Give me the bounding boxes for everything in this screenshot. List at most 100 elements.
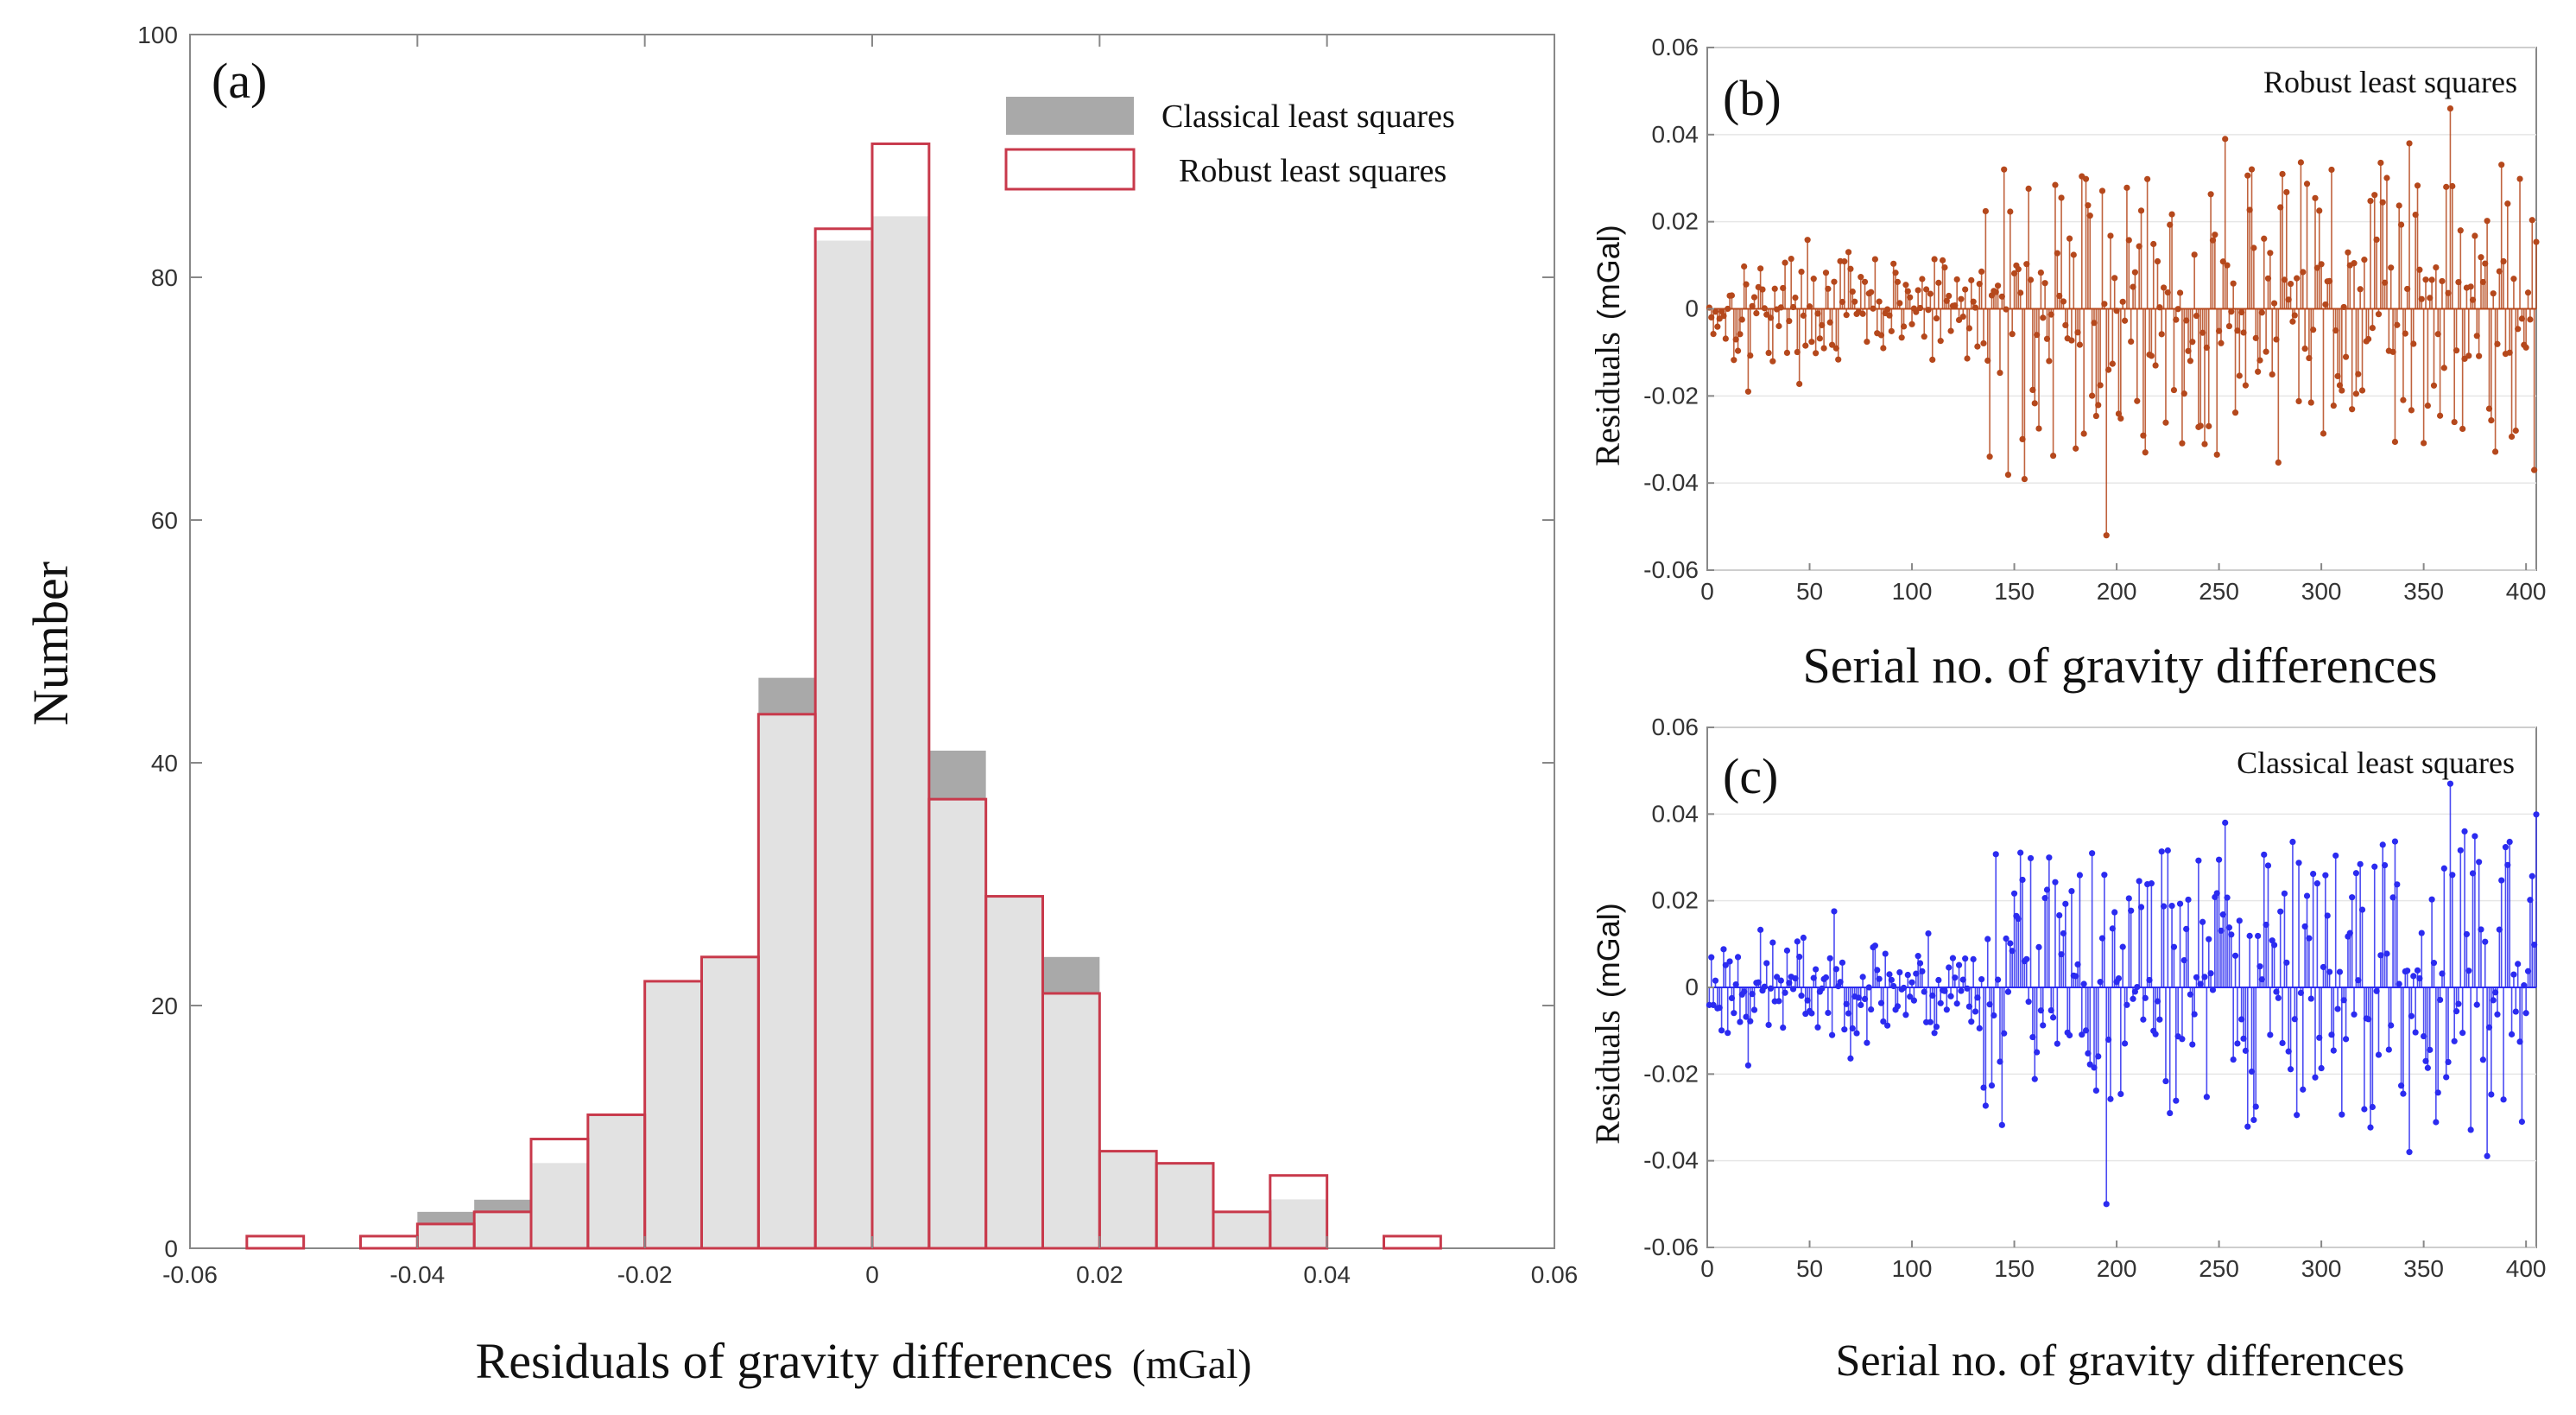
stem-marker xyxy=(1959,313,1966,320)
stem-marker xyxy=(1952,974,1959,981)
stem-marker xyxy=(2041,280,2048,287)
stem-marker xyxy=(2164,847,2171,854)
stem-marker xyxy=(2231,409,2239,416)
stem-marker xyxy=(2506,838,2513,846)
stem-marker xyxy=(2351,1011,2358,1018)
stem-marker xyxy=(2231,952,2239,959)
stem-marker xyxy=(2168,902,2175,910)
stem-marker xyxy=(2092,412,2099,420)
stem-marker xyxy=(2312,1074,2319,1081)
stem-marker xyxy=(2136,878,2142,885)
stem-marker xyxy=(2080,980,2087,987)
stem-marker xyxy=(2092,1087,2099,1095)
stem-marker xyxy=(1718,1027,1725,1034)
stem-marker xyxy=(2117,1090,2124,1098)
legend-label-classical: Classical least squares xyxy=(1161,98,1455,135)
stem-marker xyxy=(2107,1095,2114,1102)
stem-marker xyxy=(1970,298,1977,305)
y-tick-label: 0 xyxy=(1685,974,1699,1000)
stem-marker xyxy=(2191,251,2198,258)
y-tick-label: 0 xyxy=(164,1235,178,1262)
stem-marker xyxy=(1949,955,1957,961)
stem-marker xyxy=(1783,947,1791,954)
stem-marker xyxy=(1849,288,1856,295)
stem-marker xyxy=(2371,192,2378,199)
stem-marker xyxy=(2316,207,2323,214)
stem-marker xyxy=(2459,1030,2466,1037)
stem-marker xyxy=(1769,939,1776,946)
y-tick-label: 100 xyxy=(137,22,178,48)
stem-marker xyxy=(1786,318,1793,325)
stem-marker xyxy=(1725,1030,1731,1037)
overlap-bar xyxy=(1042,993,1100,1248)
stem-marker xyxy=(1943,1006,1950,1013)
robust-bar xyxy=(1269,1174,1329,1250)
stem-marker xyxy=(2418,930,2425,936)
stem-marker xyxy=(1919,968,1926,975)
stem-marker xyxy=(2289,838,2296,846)
stem-marker xyxy=(2279,1039,2286,1047)
stem-marker xyxy=(2201,974,2208,980)
stem-marker xyxy=(2322,872,2329,879)
stem-marker xyxy=(2283,188,2290,196)
stem-marker xyxy=(1796,953,1803,961)
stem-marker xyxy=(1731,1010,1737,1017)
stem-marker xyxy=(2451,418,2458,426)
stem-marker xyxy=(2515,326,2522,333)
y-tick-label: 0.02 xyxy=(1652,887,1699,914)
overlap-bar xyxy=(1213,1211,1270,1248)
stem-marker xyxy=(2062,900,2069,907)
stem-marker xyxy=(2267,250,2274,257)
x-tick-label: -0.04 xyxy=(389,1261,445,1288)
stem-marker xyxy=(2424,402,2431,409)
stem-marker xyxy=(2295,397,2302,405)
legend-swatch-classical xyxy=(1006,97,1134,135)
stem-marker xyxy=(2326,968,2333,975)
stem-marker xyxy=(1921,333,1927,340)
stem-marker xyxy=(2060,298,2067,305)
stem-marker xyxy=(1880,345,1887,352)
stem-marker xyxy=(2430,960,2438,967)
y-tick-label: -0.02 xyxy=(1643,1060,1699,1087)
stem-marker xyxy=(2052,181,2059,188)
overlap-bar xyxy=(1156,1163,1213,1248)
stem-marker xyxy=(1910,997,1918,1004)
stem-marker xyxy=(2351,260,2358,267)
stem-marker xyxy=(2479,1056,2486,1063)
stem-marker xyxy=(2385,1046,2392,1053)
stem-marker xyxy=(2451,1037,2458,1044)
panel-b-label: (b) xyxy=(1723,70,1782,126)
stem-marker xyxy=(2215,856,2223,863)
stem-marker xyxy=(2522,1010,2529,1017)
stem-marker xyxy=(2436,996,2444,1004)
stem-marker xyxy=(2313,880,2320,887)
robust-bar xyxy=(245,1234,306,1250)
stem-marker xyxy=(2123,1001,2130,1008)
stem-marker xyxy=(2453,1008,2460,1015)
stem-marker xyxy=(2250,244,2257,251)
stem-marker xyxy=(2236,372,2243,379)
stem-marker xyxy=(1900,323,1908,330)
overlap-bar xyxy=(928,799,986,1248)
stem-marker xyxy=(2128,338,2135,346)
stem-marker xyxy=(2180,390,2187,397)
stem-marker xyxy=(2056,911,2063,919)
stem-marker xyxy=(2283,959,2290,966)
stem-marker xyxy=(1880,1018,1887,1025)
stem-marker xyxy=(2176,289,2184,296)
stem-marker xyxy=(1886,971,1893,978)
stem-marker xyxy=(2017,289,2024,296)
stem-marker xyxy=(2318,261,2325,268)
stem-marker xyxy=(1759,286,1766,293)
stem-marker xyxy=(2073,445,2079,452)
stem-panel-c: 0 50 100 150 200 250 300 350 400 -0.06 -0.04 -0.02… xyxy=(1588,714,2547,1386)
stem-marker xyxy=(1947,993,1954,999)
stem-marker xyxy=(2397,221,2405,228)
stem-marker xyxy=(2439,277,2446,285)
x-tick-label: 250 xyxy=(2199,578,2239,605)
stem-marker xyxy=(1935,279,1942,286)
stem-marker xyxy=(2427,1046,2434,1053)
stem-marker xyxy=(1822,270,1830,276)
stem-marker xyxy=(2160,903,2168,910)
